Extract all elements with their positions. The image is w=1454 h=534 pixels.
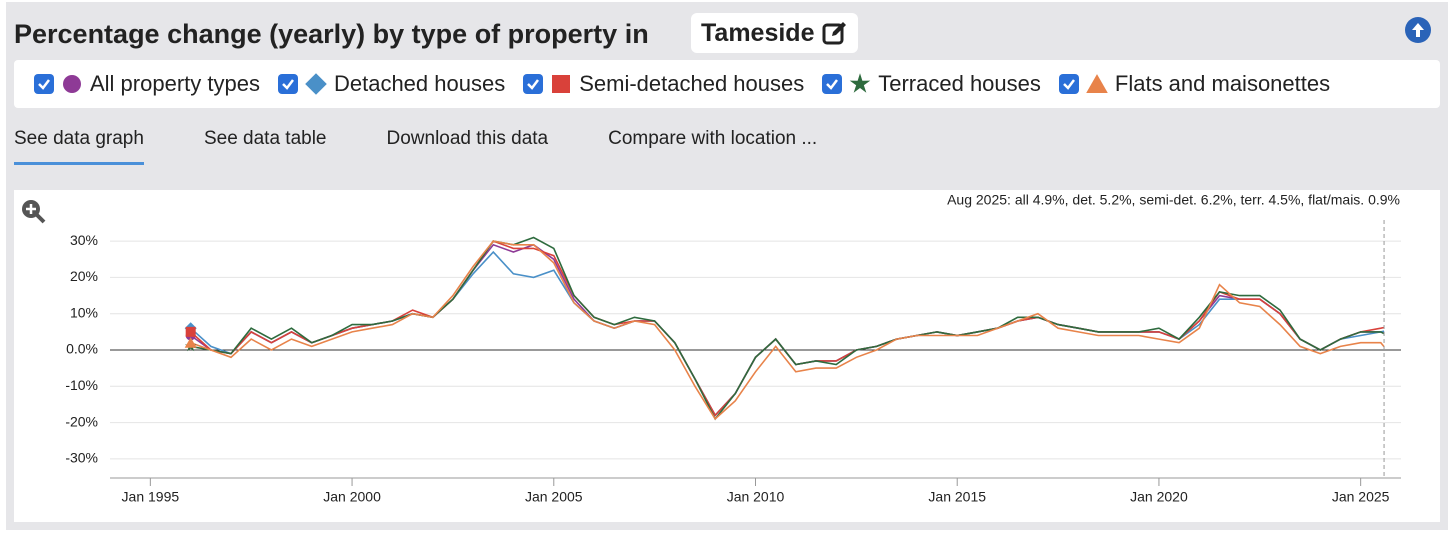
marker xyxy=(849,73,871,93)
check xyxy=(38,79,50,90)
x-tick-label: Jan 2010 xyxy=(727,489,785,505)
y-tick-label: 10% xyxy=(70,304,98,320)
location-button[interactable]: Tameside xyxy=(691,13,859,53)
legend-label: Semi-detached houses xyxy=(579,71,805,96)
legend-symbol xyxy=(63,75,81,93)
tab[interactable]: Download this data xyxy=(386,128,549,149)
checkbox[interactable] xyxy=(1058,74,1079,94)
series-line xyxy=(190,240,1385,421)
tab[interactable]: See data graph xyxy=(14,126,144,165)
y-tick-label: 20% xyxy=(70,268,98,284)
tab[interactable]: Compare with location ... xyxy=(608,128,818,149)
y-tick-label: 0.0% xyxy=(66,341,98,357)
checkbox[interactable] xyxy=(822,74,843,94)
legend-item[interactable]: Detached houses xyxy=(277,71,506,97)
annotation: Aug 2025: all 4.9%, det. 5.2%, semi-det.… xyxy=(947,192,1400,208)
marker xyxy=(1086,74,1108,93)
legend-label: Detached houses xyxy=(333,71,506,96)
check xyxy=(282,79,294,90)
legend-symbol xyxy=(305,73,327,95)
check xyxy=(527,79,540,90)
series-line xyxy=(190,243,1385,417)
x-tick-label: Jan 2025 xyxy=(1332,489,1390,505)
legend-symbol xyxy=(1086,74,1108,93)
checkbox[interactable] xyxy=(34,74,54,94)
legend-symbol xyxy=(849,73,871,93)
marker xyxy=(305,73,327,95)
x-tick-label: Jan 1995 xyxy=(122,489,180,505)
series-line xyxy=(190,250,1385,417)
x-tick-label: Jan 2015 xyxy=(928,489,986,505)
scroll-top-button[interactable] xyxy=(1404,16,1432,44)
legend-label: Terraced houses xyxy=(878,71,1041,96)
x-tick-label: Jan 2000 xyxy=(323,489,381,505)
y-tick-label: -20% xyxy=(65,413,98,429)
y-tick-label: 30% xyxy=(70,232,98,248)
x-tick-label: Jan 2005 xyxy=(525,489,583,505)
tab[interactable]: See data table xyxy=(203,128,327,149)
y-tick-label: -30% xyxy=(65,450,98,466)
marker xyxy=(552,75,571,93)
location: Tameside xyxy=(701,19,815,47)
marker xyxy=(63,75,81,93)
checkbox[interactable] xyxy=(523,74,544,94)
series-line xyxy=(190,236,1385,421)
checkbox[interactable] xyxy=(277,74,298,94)
edit-icon xyxy=(822,22,847,45)
check xyxy=(1063,79,1075,90)
x-tick-label: Jan 2020 xyxy=(1130,489,1188,505)
legend-item[interactable]: Terraced houses xyxy=(822,71,1041,97)
y-tick-label: -10% xyxy=(65,377,98,393)
check xyxy=(826,79,839,90)
title: Percentage change (yearly) by type of pr… xyxy=(14,19,649,49)
legend-item[interactable]: All property types xyxy=(34,71,260,97)
legend-label: All property types xyxy=(90,71,260,96)
marker xyxy=(185,326,196,337)
chart: Aug 2025: all 4.9%, det. 5.2%, semi-det.… xyxy=(14,190,1440,522)
legend-label: Flats and maisonettes xyxy=(1114,71,1331,96)
legend-item[interactable]: Semi-detached houses xyxy=(523,71,804,97)
zoom-icon[interactable] xyxy=(22,200,46,224)
legend: All property types Detached houses Semi-de… xyxy=(14,60,1440,108)
legend-item[interactable]: Flats and maisonettes xyxy=(1058,71,1331,97)
tabs: See data graph See data table Download thi… xyxy=(14,126,877,165)
legend-symbol xyxy=(552,75,571,93)
marker xyxy=(184,337,197,348)
